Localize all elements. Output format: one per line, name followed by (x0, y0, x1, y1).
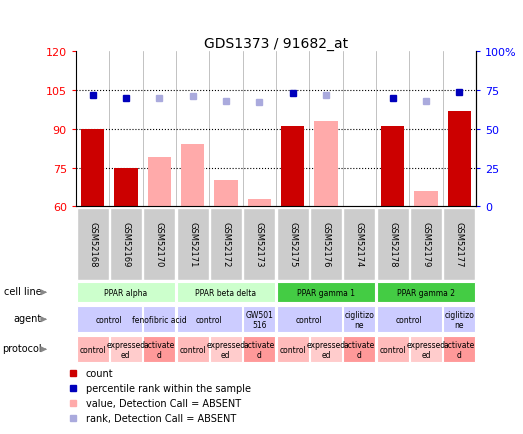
Text: expressed
ed: expressed ed (306, 340, 346, 359)
Bar (277, 307, 342, 332)
Text: ciglitizo
ne: ciglitizo ne (344, 310, 374, 329)
Bar (177, 337, 209, 362)
Bar (143, 307, 175, 332)
Text: expressed
ed: expressed ed (206, 340, 245, 359)
Bar (76, 283, 175, 303)
Text: GSM52171: GSM52171 (188, 222, 197, 267)
Text: activate
d: activate d (143, 340, 175, 359)
Bar (444, 337, 475, 362)
Text: value, Detection Call = ABSENT: value, Detection Call = ABSENT (85, 398, 241, 408)
Text: control: control (179, 345, 206, 354)
Text: agent: agent (14, 313, 42, 323)
Text: control: control (279, 345, 306, 354)
Bar (314, 122, 337, 207)
Text: GSM52178: GSM52178 (388, 221, 397, 267)
Text: expressed
ed: expressed ed (406, 340, 446, 359)
Text: PPAR gamma 2: PPAR gamma 2 (397, 288, 455, 297)
Text: GSM52173: GSM52173 (255, 221, 264, 267)
Bar (410, 337, 442, 362)
Text: GW501
516: GW501 516 (245, 310, 273, 329)
Text: ciglitizo
ne: ciglitizo ne (445, 310, 474, 329)
Text: control: control (96, 315, 122, 324)
Text: GSM52168: GSM52168 (88, 221, 97, 267)
Text: protocol: protocol (2, 343, 42, 353)
Text: control: control (296, 315, 323, 324)
Bar (110, 337, 142, 362)
Bar (247, 199, 271, 207)
Bar (343, 208, 375, 280)
Title: GDS1373 / 91682_at: GDS1373 / 91682_at (204, 37, 348, 51)
Bar (410, 208, 442, 280)
Bar (377, 307, 442, 332)
Bar (76, 208, 108, 280)
Bar (381, 127, 404, 207)
Bar (281, 127, 304, 207)
Bar (210, 208, 242, 280)
Bar (214, 181, 237, 207)
Bar (444, 208, 475, 280)
Text: GSM52176: GSM52176 (322, 221, 331, 267)
Text: PPAR beta delta: PPAR beta delta (195, 288, 256, 297)
Text: GSM52169: GSM52169 (121, 222, 130, 267)
Text: fenofibric acid: fenofibric acid (132, 315, 187, 324)
Bar (377, 337, 408, 362)
Text: control: control (196, 315, 223, 324)
Bar (243, 307, 275, 332)
Text: GSM52175: GSM52175 (288, 222, 297, 267)
Text: control: control (79, 345, 106, 354)
Bar (181, 145, 204, 207)
Text: control: control (396, 315, 423, 324)
Text: GSM52179: GSM52179 (422, 222, 430, 267)
Text: activate
d: activate d (244, 340, 275, 359)
Bar (444, 307, 475, 332)
Bar (177, 307, 242, 332)
Bar (76, 307, 142, 332)
Text: GSM52172: GSM52172 (221, 222, 230, 267)
Text: cell line: cell line (4, 286, 42, 296)
Bar (114, 168, 138, 207)
Bar (377, 283, 475, 303)
Text: percentile rank within the sample: percentile rank within the sample (85, 383, 251, 393)
Text: GSM52174: GSM52174 (355, 222, 363, 267)
Bar (343, 307, 375, 332)
Text: PPAR gamma 1: PPAR gamma 1 (297, 288, 355, 297)
Text: activate
d: activate d (344, 340, 375, 359)
Bar (243, 208, 275, 280)
Text: expressed
ed: expressed ed (106, 340, 145, 359)
Bar (277, 337, 309, 362)
Bar (147, 158, 171, 207)
Bar (310, 208, 342, 280)
Bar (110, 208, 142, 280)
Bar (177, 208, 209, 280)
Bar (210, 337, 242, 362)
Bar (310, 337, 342, 362)
Bar (143, 208, 175, 280)
Bar (76, 337, 108, 362)
Text: GSM52170: GSM52170 (155, 222, 164, 267)
Bar (177, 283, 275, 303)
Text: count: count (85, 368, 113, 378)
Bar (277, 283, 375, 303)
Text: PPAR alpha: PPAR alpha (104, 288, 147, 297)
Text: control: control (379, 345, 406, 354)
Bar (343, 337, 375, 362)
Bar (143, 337, 175, 362)
Text: activate
d: activate d (444, 340, 475, 359)
Bar (448, 112, 471, 207)
Bar (414, 191, 438, 207)
Bar (277, 208, 309, 280)
Text: rank, Detection Call = ABSENT: rank, Detection Call = ABSENT (85, 413, 236, 423)
Text: GSM52177: GSM52177 (455, 221, 464, 267)
Bar (377, 208, 408, 280)
Bar (81, 129, 104, 207)
Bar (243, 337, 275, 362)
